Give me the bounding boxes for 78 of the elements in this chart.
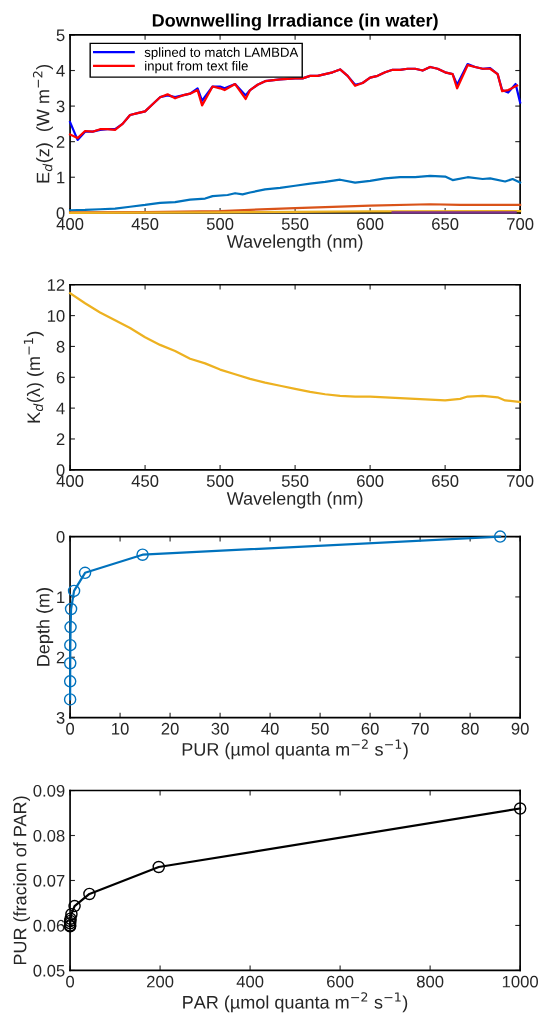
point [64, 620, 77, 634]
y-tick-label: 0 [56, 531, 65, 543]
x-tick-label: 30 [211, 722, 229, 735]
x-tick-label: 50 [311, 722, 329, 735]
y-tick-label: 8 [56, 340, 65, 353]
point [63, 693, 77, 706]
x-tick-label: 40 [261, 722, 279, 735]
y-tick-label: 3 [56, 711, 65, 724]
y-tick-label: 10 [47, 310, 65, 322]
point [136, 548, 149, 561]
y-tick-label: 2 [56, 651, 65, 664]
x-tick-label: 400 [236, 975, 264, 988]
point [63, 675, 77, 688]
legend-label: input from text file [145, 60, 248, 74]
legend-label: splined to match LAMBDA [144, 47, 299, 60]
x-tick-label: 500 [206, 475, 234, 487]
point [493, 530, 507, 543]
y-tick-label: 0.07 [33, 874, 65, 887]
y-axis-title: K$_{d}$(λ) (m$^{−1}$) [23, 331, 44, 423]
y-tick-label: 0.05 [33, 964, 65, 977]
x-tick-label: 450 [131, 475, 159, 487]
point [513, 802, 527, 815]
y-tick-label: 4 [56, 65, 65, 77]
y-tick-label: 0.09 [33, 784, 65, 797]
x-tick-label: 70 [411, 722, 429, 735]
y-tick-label: 0.08 [33, 829, 65, 842]
line-series [68, 292, 522, 404]
x-axis-title: PUR (µmol quanta m$^{−2}$ s$^{−1}$) [182, 739, 408, 760]
point [63, 657, 77, 670]
x-tick-label: 60 [361, 722, 379, 735]
x-tick-label: 80 [461, 722, 479, 735]
point [78, 566, 92, 580]
x-tick-label: 400 [56, 218, 84, 230]
x-tick-label: 700 [507, 475, 534, 487]
x-tick-label: 650 [432, 218, 459, 230]
point [83, 887, 96, 901]
x-tick-label: 650 [432, 475, 459, 487]
point [64, 602, 78, 616]
x-tick-label: 700 [507, 218, 534, 230]
x-axis-title: Wavelength (nm) [226, 491, 363, 509]
x-tick-label: 20 [161, 722, 179, 735]
x-tick-label: 450 [131, 218, 159, 230]
x-tick-label: 500 [206, 218, 234, 230]
y-tick-label: 3 [56, 100, 65, 113]
point [64, 638, 77, 652]
x-tick-label: 800 [416, 975, 444, 988]
y-tick-label: 1 [57, 171, 65, 184]
x-tick-label: 90 [511, 722, 529, 735]
point [68, 899, 81, 913]
x-tick-label: 600 [357, 475, 384, 487]
y-axis-title: PUR (fracion of PAR) [13, 796, 30, 965]
y-tick-label: 2 [56, 433, 65, 445]
x-tick-label: 400 [56, 475, 84, 487]
x-axis-title: Wavelength (nm) [226, 234, 363, 252]
point [67, 584, 81, 598]
y-tick-label: 5 [56, 29, 65, 42]
point [152, 860, 165, 874]
y-tick-label: 2 [56, 136, 65, 148]
y-axis-title: Depth (m) [36, 588, 54, 666]
x-tick-label: 0 [66, 722, 75, 735]
y-tick-label: 0 [56, 207, 65, 219]
y-tick-label: 6 [56, 371, 65, 384]
x-tick-label: 600 [327, 975, 354, 988]
x-tick-label: 600 [357, 218, 384, 230]
x-tick-label: 200 [147, 975, 174, 988]
x-tick-label: 1000 [502, 975, 539, 988]
x-tick-label: 550 [281, 475, 309, 487]
y-tick-label: 0 [56, 464, 65, 476]
y-tick-label: 1 [57, 591, 65, 603]
x-tick-label: 550 [281, 218, 309, 230]
chart-title: Downwelling Irradiance (in water) [152, 13, 438, 31]
y-axis-title: E$_{d}$(z) (W m$^{−2}$) [32, 64, 53, 183]
point [65, 907, 78, 921]
x-tick-label: 0 [66, 975, 75, 988]
x-axis-title: PAR (µmol quanta m$^{−2}$ s$^{−1}$) [183, 992, 408, 1013]
y-tick-label: 4 [56, 402, 65, 415]
y-tick-label: 12 [47, 279, 65, 291]
x-tick-label: 10 [112, 722, 129, 735]
